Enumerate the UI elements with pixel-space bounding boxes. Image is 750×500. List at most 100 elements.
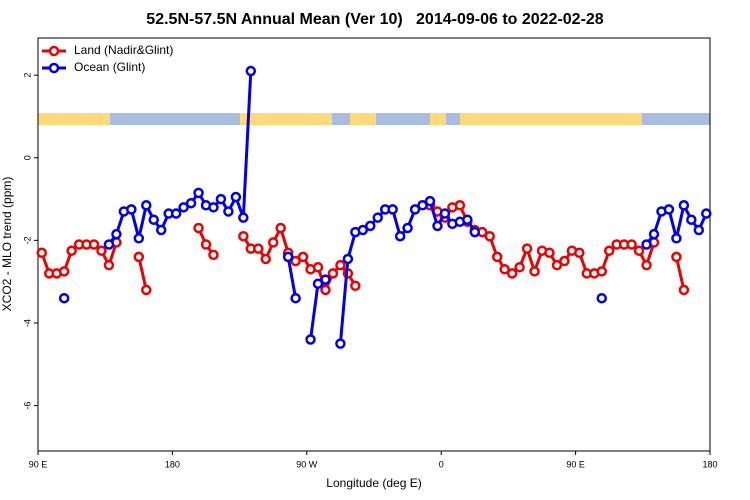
data-point <box>320 284 331 296</box>
data-point <box>484 230 495 242</box>
data-point <box>297 251 309 263</box>
data-point <box>133 233 145 244</box>
data-point <box>424 195 436 207</box>
plot-frame <box>37 37 711 452</box>
data-point <box>88 239 100 250</box>
x-tick-label: 0 <box>439 459 444 469</box>
data-point <box>223 206 234 217</box>
data-point <box>178 202 189 213</box>
data-point <box>215 193 227 205</box>
data-point <box>491 251 503 263</box>
y-axis-label: XCO2 - MLO trend (ppm) <box>0 177 14 312</box>
data-point <box>394 230 406 242</box>
data-point <box>596 266 607 277</box>
y-tick-label: 0 <box>22 155 32 160</box>
x-axis-label: Longitude (deg E) <box>326 476 421 490</box>
data-point <box>633 245 645 256</box>
legend-marker <box>48 45 60 57</box>
data-point <box>559 255 570 267</box>
data-point <box>230 191 242 203</box>
data-point <box>312 261 324 273</box>
data-point <box>648 228 660 240</box>
data-point <box>260 253 271 265</box>
data-point <box>103 239 115 250</box>
data-point <box>357 224 369 236</box>
legend-marker <box>48 62 60 74</box>
data-point <box>36 247 47 259</box>
y-tick-label: 2 <box>22 73 32 78</box>
chart-title: 52.5N-57.5N Annual Mean (Ver 10) 2014-09… <box>146 11 604 28</box>
data-point <box>350 280 361 292</box>
ocean-patch <box>376 113 430 125</box>
data-point <box>454 200 466 211</box>
legend-label: Ocean (Glint) <box>74 60 145 74</box>
data-point <box>66 245 77 256</box>
data-point <box>596 292 607 304</box>
data-point <box>200 239 212 250</box>
data-point <box>290 255 301 267</box>
data-point <box>170 208 182 219</box>
data-point <box>409 204 421 215</box>
data-point <box>342 253 354 265</box>
data-point <box>701 208 712 219</box>
data-point <box>402 222 413 234</box>
y-tick-label: -2 <box>22 236 32 244</box>
data-point <box>141 200 152 211</box>
data-point <box>469 226 481 238</box>
data-point <box>148 214 159 225</box>
data-point <box>641 259 652 271</box>
data-point <box>238 212 249 223</box>
data-point <box>387 204 398 215</box>
data-point <box>193 222 204 234</box>
ocean-patch <box>642 113 710 125</box>
data-point <box>499 264 510 275</box>
data-point <box>551 259 563 271</box>
data-point <box>671 251 682 263</box>
data-point <box>320 274 331 285</box>
data-point <box>335 338 346 349</box>
data-point <box>678 200 690 211</box>
data-point <box>462 214 473 225</box>
x-tick-label: 180 <box>165 459 180 469</box>
data-point <box>335 259 346 271</box>
data-point <box>678 284 690 296</box>
data-point <box>372 212 383 223</box>
data-point <box>111 228 122 240</box>
y-tick-label: -4 <box>22 319 32 327</box>
data-point <box>574 247 585 259</box>
data-point <box>267 237 279 248</box>
data-point <box>103 259 115 271</box>
x-tick-label: 90 W <box>296 459 318 469</box>
data-point <box>290 292 301 304</box>
data-point <box>626 239 637 250</box>
data-point <box>641 239 652 250</box>
data-point <box>275 222 286 234</box>
data-point <box>686 214 697 225</box>
data-point <box>133 251 145 263</box>
data-point <box>96 245 107 256</box>
x-tick-label: 90 E <box>29 459 48 469</box>
data-point <box>327 268 339 279</box>
y-tick-label: -6 <box>22 402 32 410</box>
data-point <box>155 224 167 236</box>
data-point <box>305 334 316 345</box>
x-tick-label: 180 <box>702 459 717 469</box>
data-point <box>603 245 615 256</box>
data-point <box>253 243 264 254</box>
ocean-patch <box>110 113 240 125</box>
map-strip <box>38 113 710 125</box>
data-point <box>185 197 197 209</box>
data-point <box>245 65 257 77</box>
data-point <box>439 208 451 219</box>
data-point <box>693 224 705 236</box>
x-tick-label: 90 E <box>566 459 585 469</box>
data-point <box>544 247 555 259</box>
data-point <box>282 251 294 263</box>
data-point <box>529 266 540 277</box>
data-point <box>521 243 533 254</box>
data-point <box>58 266 70 277</box>
data-point <box>58 292 70 304</box>
